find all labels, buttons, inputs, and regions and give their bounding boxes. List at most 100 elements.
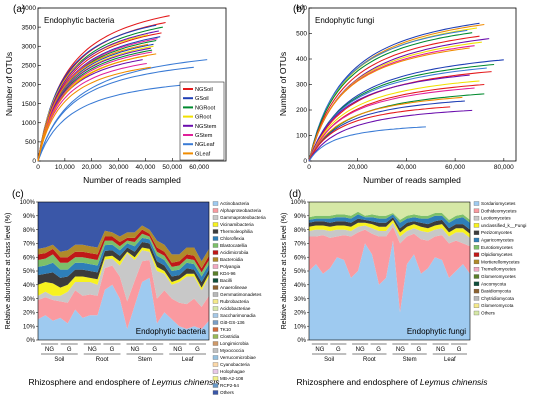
plot-c-areas [38, 202, 209, 340]
x-tick-label: 50,000 [162, 164, 182, 171]
legend-label: NGRoot [195, 105, 216, 111]
plot-a-title: Endophytic bacteria [44, 16, 115, 25]
area-band [309, 217, 470, 234]
subgroup-label: NG [173, 347, 182, 353]
y-tick-label: 40% [294, 283, 307, 289]
legend-label: unclassified_k__Fungi [481, 223, 526, 228]
rarefaction-curve [308, 47, 470, 162]
x-tick-label: 40,000 [396, 164, 416, 171]
legend-swatch [473, 274, 480, 279]
rarefaction-curve [37, 59, 208, 162]
legend-swatch [212, 348, 219, 353]
plot-c-legend: Actinobacteria Alphaproteobacteria Gammapr… [212, 201, 266, 395]
legend-swatch [473, 303, 480, 308]
subgroup-label: G [457, 347, 462, 353]
x-tick-label: 40,000 [135, 164, 155, 171]
legend-label: Acidimicrobiia [220, 250, 249, 255]
panel-a-label: (a) [13, 4, 25, 15]
plot-a-series [37, 15, 208, 162]
rarefaction-curve [308, 87, 475, 162]
y-tick-label: 10% [294, 324, 307, 330]
y-tick-label: 2000 [22, 82, 37, 89]
subgroup-label: G [376, 347, 381, 353]
y-tick-label: 100 [296, 133, 307, 140]
plot-a-x-label: Number of reads sampled [83, 175, 181, 185]
rarefaction-curve [308, 100, 465, 162]
legend-swatch [212, 215, 219, 220]
y-tick-label: 50% [23, 269, 36, 275]
rarefaction-curve [308, 126, 426, 162]
plot-b-y-ticks: 0 100 200 300 400 500 600 [296, 5, 312, 165]
rarefaction-curve [308, 32, 473, 162]
legend-label: Tremellomycetes [481, 267, 517, 272]
rarefaction-curve [308, 29, 468, 162]
legend-swatch [473, 215, 480, 221]
legend-label: TK10 [220, 327, 231, 332]
plot-d-x-label: Rhizosphere and endosphere of Leymus chi… [297, 377, 489, 387]
y-tick-label: 3000 [22, 43, 37, 50]
legend-swatch [473, 310, 480, 316]
plot-d-title: Endophytic fungi [407, 327, 466, 336]
legend-swatch [212, 341, 219, 346]
legend-swatch [212, 229, 219, 234]
y-tick-label: 100% [291, 200, 307, 206]
legend-label: Bacteroidia [220, 257, 243, 262]
rarefaction-curve [37, 83, 189, 162]
area-band [309, 226, 470, 313]
subgroup-label: G [417, 347, 422, 353]
legend-label: Vicinamibacteria [220, 222, 254, 227]
legend-label: GRoot [195, 115, 212, 121]
rarefaction-curve [308, 80, 480, 162]
plot-a-y-label: Number of OTUs [4, 52, 14, 116]
rarefaction-curve [37, 66, 151, 162]
plot-b-y-label: Number of OTUs [278, 52, 288, 116]
plot-c-x-label: Rhizosphere and endosphere of Leymus chi… [29, 377, 221, 387]
legend-label: Gemmatimonadetes [220, 292, 262, 297]
y-tick-label: 1500 [22, 101, 37, 108]
rarefaction-curve [37, 32, 162, 162]
area-band [309, 222, 470, 247]
subgroup-label: G [110, 347, 115, 353]
y-tick-label: 90% [294, 214, 307, 220]
rarefaction-curve [308, 38, 490, 162]
legend-swatch [212, 334, 219, 339]
y-tick-label: 500 [25, 139, 36, 146]
plot-c-y-label: Relative abundance at class level (%) [5, 213, 12, 330]
y-tick-label: 1000 [22, 120, 37, 127]
legend-label: Myxococcia [220, 348, 244, 353]
plot-b-x-ticks: 0 20,000 40,000 60,000 80,000 [307, 158, 514, 171]
legend-swatch [212, 327, 219, 332]
panel-b: (b) Endophytic fungi 0 100 200 300 400 500 600… [278, 4, 517, 185]
legend-swatch [212, 264, 219, 269]
y-tick-label: 50% [294, 269, 307, 275]
rarefaction-curve [308, 59, 504, 162]
legend-label: Anaerolineae [220, 285, 248, 290]
subgroup-label: NG [45, 347, 54, 353]
legend-label: Acidobacteriae [220, 306, 251, 311]
x-tick-label: 30,000 [109, 164, 129, 171]
panel-d-label: (d) [289, 189, 301, 200]
rarefaction-curve [308, 74, 470, 162]
rarefaction-curve [37, 53, 157, 162]
area-band [38, 242, 209, 288]
legend-label: Polyangia [220, 264, 241, 269]
plot-d-x-label-prefix: Rhizosphere and endosphere of [297, 377, 420, 387]
area-band [309, 202, 470, 220]
plot-d-x-label-species: Leymus chinensis [420, 377, 488, 387]
legend-label: Cyanobacteria [220, 362, 250, 367]
y-tick-label: 0 [303, 158, 307, 165]
plot-b-series [308, 22, 504, 162]
legend-label: Others [481, 311, 495, 316]
y-tick-label: 20% [23, 311, 36, 317]
legend-label: NGSoil [195, 87, 213, 93]
area-band [38, 260, 209, 329]
subgroup-label: NG [315, 347, 324, 353]
legend-label: Bacilli [220, 278, 232, 283]
y-tick-label: 10% [23, 324, 36, 330]
legend-swatch [473, 208, 480, 213]
y-tick-label: 500 [296, 31, 307, 38]
area-band [38, 250, 209, 307]
legend-label: Blastocatellia [220, 243, 248, 248]
